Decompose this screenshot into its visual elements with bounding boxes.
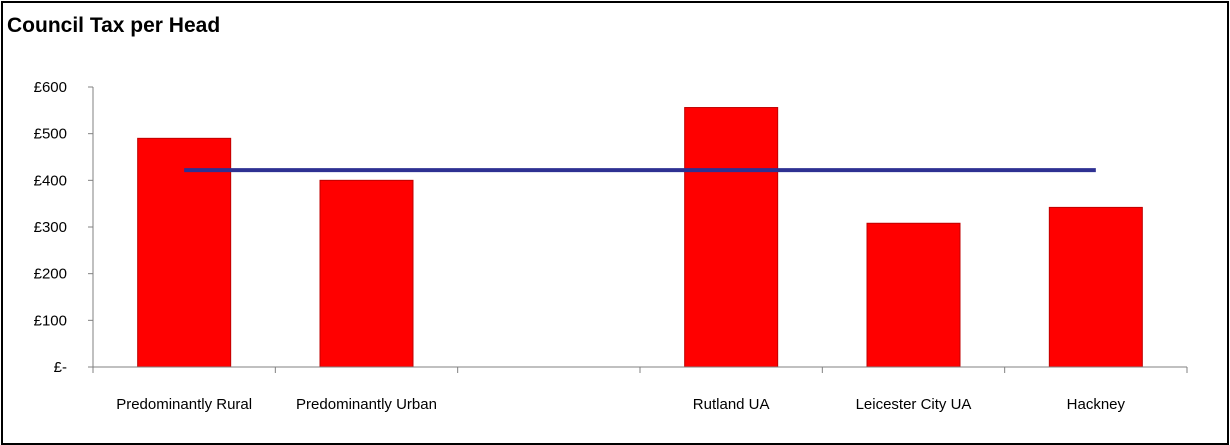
y-tick-label: £600 [34,79,67,96]
y-tick-label: £100 [34,312,67,329]
category-label: Predominantly Urban [296,396,437,413]
category-label: Hackney [1067,396,1126,413]
bar [137,137,232,368]
y-tick-label: £200 [34,266,67,283]
category-label: Predominantly Rural [116,396,252,413]
bar [866,222,961,368]
bar [319,179,414,368]
chart-title: Council Tax per Head [7,14,221,37]
category-label: Leicester City UA [856,396,972,413]
y-tick-label: £400 [34,172,67,189]
y-tick-label: £500 [34,126,67,143]
category-label: Rutland UA [693,396,770,413]
y-tick-label: £- [54,359,67,376]
bar [1048,206,1143,368]
y-tick-label: £300 [34,219,67,236]
bar [684,107,779,368]
